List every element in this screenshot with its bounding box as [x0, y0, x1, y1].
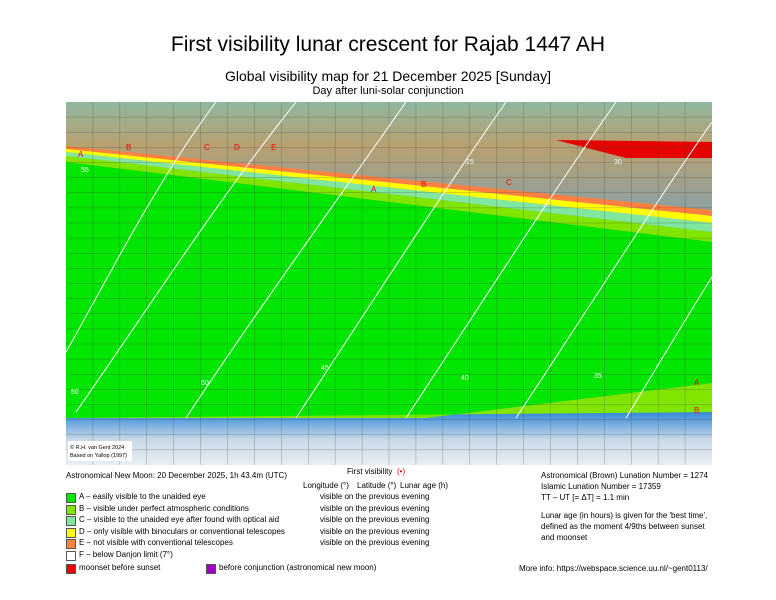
legend-swatch	[66, 564, 76, 574]
legend-text: A – easily visible to the unaided eye	[79, 492, 206, 501]
legend-status: visible on the previous evening	[320, 526, 430, 536]
legend-status: visible on the previous evening	[320, 503, 430, 513]
info-line: Islamic Lunation Number = 17359	[541, 482, 661, 491]
legend-text: D – only visible with binoculars or conv…	[79, 526, 285, 536]
subtitle-note: Day after luni-solar conjunction	[312, 85, 464, 97]
credit: © R.H. van Gent 2024	[70, 444, 124, 451]
legend-text: F – below Danjon limit (7°)	[79, 549, 173, 559]
graticule	[66, 102, 712, 465]
legend-text: C – visible to the unaided eye after fou…	[79, 515, 280, 524]
more-info: More info: https://webspace.science.uu.n…	[519, 564, 708, 573]
zone-label: C	[506, 178, 512, 187]
contour-label: 55	[81, 167, 89, 174]
legend-text: moonset before sunset	[79, 563, 161, 572]
column-header: Longitude (°)	[303, 481, 349, 490]
age-contours	[66, 102, 712, 419]
new-moon: Astronomical New Moon: 20 December 2025,…	[66, 471, 287, 480]
moonset-before-sunset-zone	[556, 140, 712, 158]
info-note: defined as the moment 4/9ths between sun…	[541, 522, 705, 531]
info-line: TT – UT [= ΔT] = 1.1 min	[541, 493, 630, 502]
contour-label: 40	[461, 375, 469, 382]
contour-label: 30	[614, 159, 622, 166]
map: A B C D E A B C A B 50 45 40 35 30 25 50 55 © R.H. van Ge…	[66, 102, 712, 465]
legend-status: visible on the previous evening	[320, 538, 430, 547]
legend-swatch	[66, 550, 76, 561]
legend-text: B – visible under perfect atmospheric co…	[79, 503, 249, 513]
legend-swatch	[66, 516, 76, 526]
credit: Based on Yallop (1997)	[70, 453, 127, 459]
contour-label: 25	[466, 159, 474, 166]
info-note: and moonset	[541, 533, 588, 542]
info-line: Astronomical (Brown) Lunation Number = 1…	[541, 471, 708, 480]
title: First visibility lunar crescent for Raja…	[170, 33, 606, 56]
contour-label: 35	[594, 373, 602, 380]
legend-swatch	[66, 493, 76, 503]
info-note: Lunar age (in hours) is given for the 'b…	[541, 511, 708, 520]
zone-label: B	[694, 406, 699, 415]
legend-text: before conjunction (astronomical new moo…	[219, 563, 377, 572]
contour-label: 50	[201, 380, 209, 387]
credit-box	[68, 441, 132, 461]
zone-label: A	[371, 185, 377, 194]
contour-label: 50	[71, 389, 79, 396]
legend-status: visible on the previous evening	[320, 515, 430, 524]
first-visibility: First visibility	[347, 467, 393, 476]
column-header: Latitude (°)	[357, 481, 397, 490]
subtitle: Global visibility map for 21 December 20…	[224, 68, 552, 84]
legend-status: visible on the previous evening	[320, 492, 430, 501]
zone-label: D	[234, 143, 240, 152]
legend-swatch	[66, 527, 76, 538]
legend-swatch	[66, 539, 76, 549]
column-header: Lunar age (h)	[400, 481, 449, 490]
zone-label: E	[271, 143, 276, 152]
contour-label: 45	[321, 365, 329, 372]
map-labels: A B C D E A B C A B 50 45 40 35 30 25 50 55	[71, 143, 700, 415]
zone-label: A	[78, 150, 84, 159]
legend-swatch	[206, 564, 216, 574]
legend-text: E – not visible with conventional telesc…	[79, 538, 233, 547]
zone-label: B	[421, 180, 426, 189]
zone-label: A	[694, 378, 700, 387]
first-visibility-mark: (•)	[397, 467, 406, 476]
zone-label: C	[204, 143, 210, 152]
legend-swatch	[66, 504, 76, 515]
zone-label: B	[126, 143, 131, 152]
